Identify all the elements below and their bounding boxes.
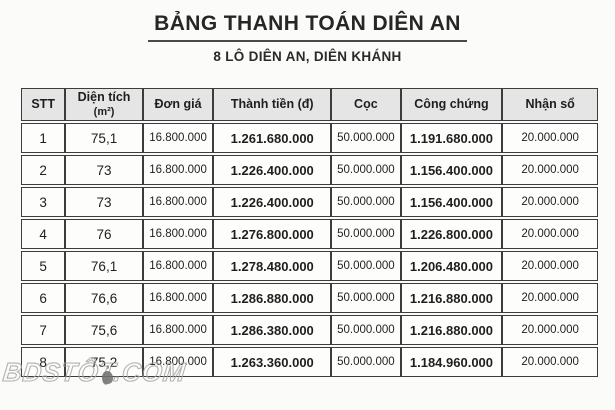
cell-nhan-so: 20.000.000 [502, 123, 598, 153]
cell-dien-tich: 76 [65, 219, 143, 249]
cell-thanh-tien: 1.286.880.000 [213, 283, 332, 313]
cell-thanh-tien: 1.276.800.000 [213, 219, 332, 249]
cell-cong-chung: 1.156.400.000 [400, 187, 503, 217]
table-row: 6 76,6 16.800.000 1.286.880.000 50.000.000 1.… [21, 283, 598, 313]
cell-cong-chung: 1.216.880.000 [400, 315, 503, 345]
cell-stt: 1 [21, 123, 66, 153]
cell-dien-tich: 75,2 [65, 347, 143, 377]
cell-don-gia: 16.800.000 [142, 219, 214, 249]
table-row: 3 73 16.800.000 1.226.400.000 50.000.000 1.15… [21, 187, 598, 217]
cell-stt: 3 [21, 187, 66, 217]
cell-coc: 50.000.000 [331, 251, 401, 281]
cell-thanh-tien: 1.263.360.000 [213, 347, 332, 377]
cell-nhan-so: 20.000.000 [502, 315, 598, 345]
table-row: 5 76,1 16.800.000 1.278.480.000 50.000.000 1.… [21, 251, 598, 281]
cell-don-gia: 16.800.000 [142, 283, 214, 313]
cell-cong-chung: 1.184.960.000 [400, 347, 503, 377]
cell-don-gia: 16.800.000 [142, 315, 214, 345]
col-header-coc: Cọc [331, 88, 401, 121]
cell-coc: 50.000.000 [331, 283, 401, 313]
cell-coc: 50.000.000 [331, 123, 401, 153]
table-row: 7 75,6 16.800.000 1.286.380.000 50.000.000 1.… [21, 315, 598, 345]
cell-thanh-tien: 1.226.400.000 [213, 187, 332, 217]
cell-don-gia: 16.800.000 [142, 187, 214, 217]
cell-don-gia: 16.800.000 [142, 347, 214, 377]
cell-coc: 50.000.000 [331, 219, 401, 249]
col-header-don-gia: Đơn giá [142, 88, 214, 121]
cell-thanh-tien: 1.261.680.000 [213, 123, 332, 153]
cell-stt: 5 [21, 251, 66, 281]
cell-thanh-tien: 1.226.400.000 [213, 155, 332, 185]
page-title: BẢNG THANH TOÁN DIÊN AN [148, 12, 467, 42]
cell-dien-tich: 75,1 [65, 123, 143, 153]
cell-dien-tich: 73 [65, 155, 143, 185]
col-header-area-unit: (m²) [93, 106, 115, 119]
cell-dien-tich: 76,6 [65, 283, 143, 313]
cell-dien-tich: 73 [65, 187, 143, 217]
cell-cong-chung: 1.226.800.000 [400, 219, 503, 249]
col-header-cong-chung: Công chứng [400, 88, 503, 121]
cell-cong-chung: 1.206.480.000 [400, 251, 503, 281]
table-row: 1 75,1 16.800.000 1.261.680.000 50.000.000 1.… [21, 123, 598, 153]
cell-coc: 50.000.000 [331, 315, 401, 345]
payment-table: STT Diện tích (m²) Đơn giá Thành tiền (đ)… [21, 86, 598, 379]
cell-cong-chung: 1.216.880.000 [400, 283, 503, 313]
cell-cong-chung: 1.156.400.000 [400, 155, 503, 185]
cell-don-gia: 16.800.000 [142, 123, 214, 153]
cell-stt: 8 [21, 347, 66, 377]
cell-nhan-so: 20.000.000 [502, 155, 598, 185]
cell-dien-tich: 75,6 [65, 315, 143, 345]
page-subtitle: 8 LÔ DIÊN AN, DIÊN KHÁNH [213, 49, 402, 64]
cell-don-gia: 16.800.000 [142, 155, 214, 185]
cell-don-gia: 16.800.000 [142, 251, 214, 281]
col-header-dien-tich-label: Diện tích [77, 89, 131, 104]
cell-cong-chung: 1.191.680.000 [400, 123, 503, 153]
col-header-stt: STT [21, 88, 66, 121]
cell-coc: 50.000.000 [331, 155, 401, 185]
table-row: 4 76 16.800.000 1.276.800.000 50.000.000 1.22… [21, 219, 598, 249]
cell-nhan-so: 20.000.000 [502, 251, 598, 281]
cell-nhan-so: 20.000.000 [502, 219, 598, 249]
title-block: BẢNG THANH TOÁN DIÊN AN [0, 0, 615, 42]
cell-stt: 2 [21, 155, 66, 185]
table-row: 8 75,2 16.800.000 1.263.360.000 50.000.000 1.… [21, 347, 598, 377]
cell-dien-tich: 76,1 [65, 251, 143, 281]
cell-stt: 4 [21, 219, 66, 249]
col-header-thanh-tien: Thành tiền (đ) [213, 88, 332, 121]
col-header-nhan-so: Nhận sổ [502, 88, 598, 121]
cell-nhan-so: 20.000.000 [502, 283, 598, 313]
cell-thanh-tien: 1.278.480.000 [213, 251, 332, 281]
col-header-dien-tich: Diện tích (m²) [65, 88, 143, 121]
cell-stt: 7 [21, 315, 66, 345]
table-row: 2 73 16.800.000 1.226.400.000 50.000.000 1.15… [21, 155, 598, 185]
cell-stt: 6 [21, 283, 66, 313]
cell-nhan-so: 20.000.000 [502, 347, 598, 377]
cell-coc: 50.000.000 [331, 187, 401, 217]
cell-thanh-tien: 1.286.380.000 [213, 315, 332, 345]
cell-nhan-so: 20.000.000 [502, 187, 598, 217]
cell-coc: 50.000.000 [331, 347, 401, 377]
header-row: STT Diện tích (m²) Đơn giá Thành tiền (đ)… [21, 88, 598, 121]
